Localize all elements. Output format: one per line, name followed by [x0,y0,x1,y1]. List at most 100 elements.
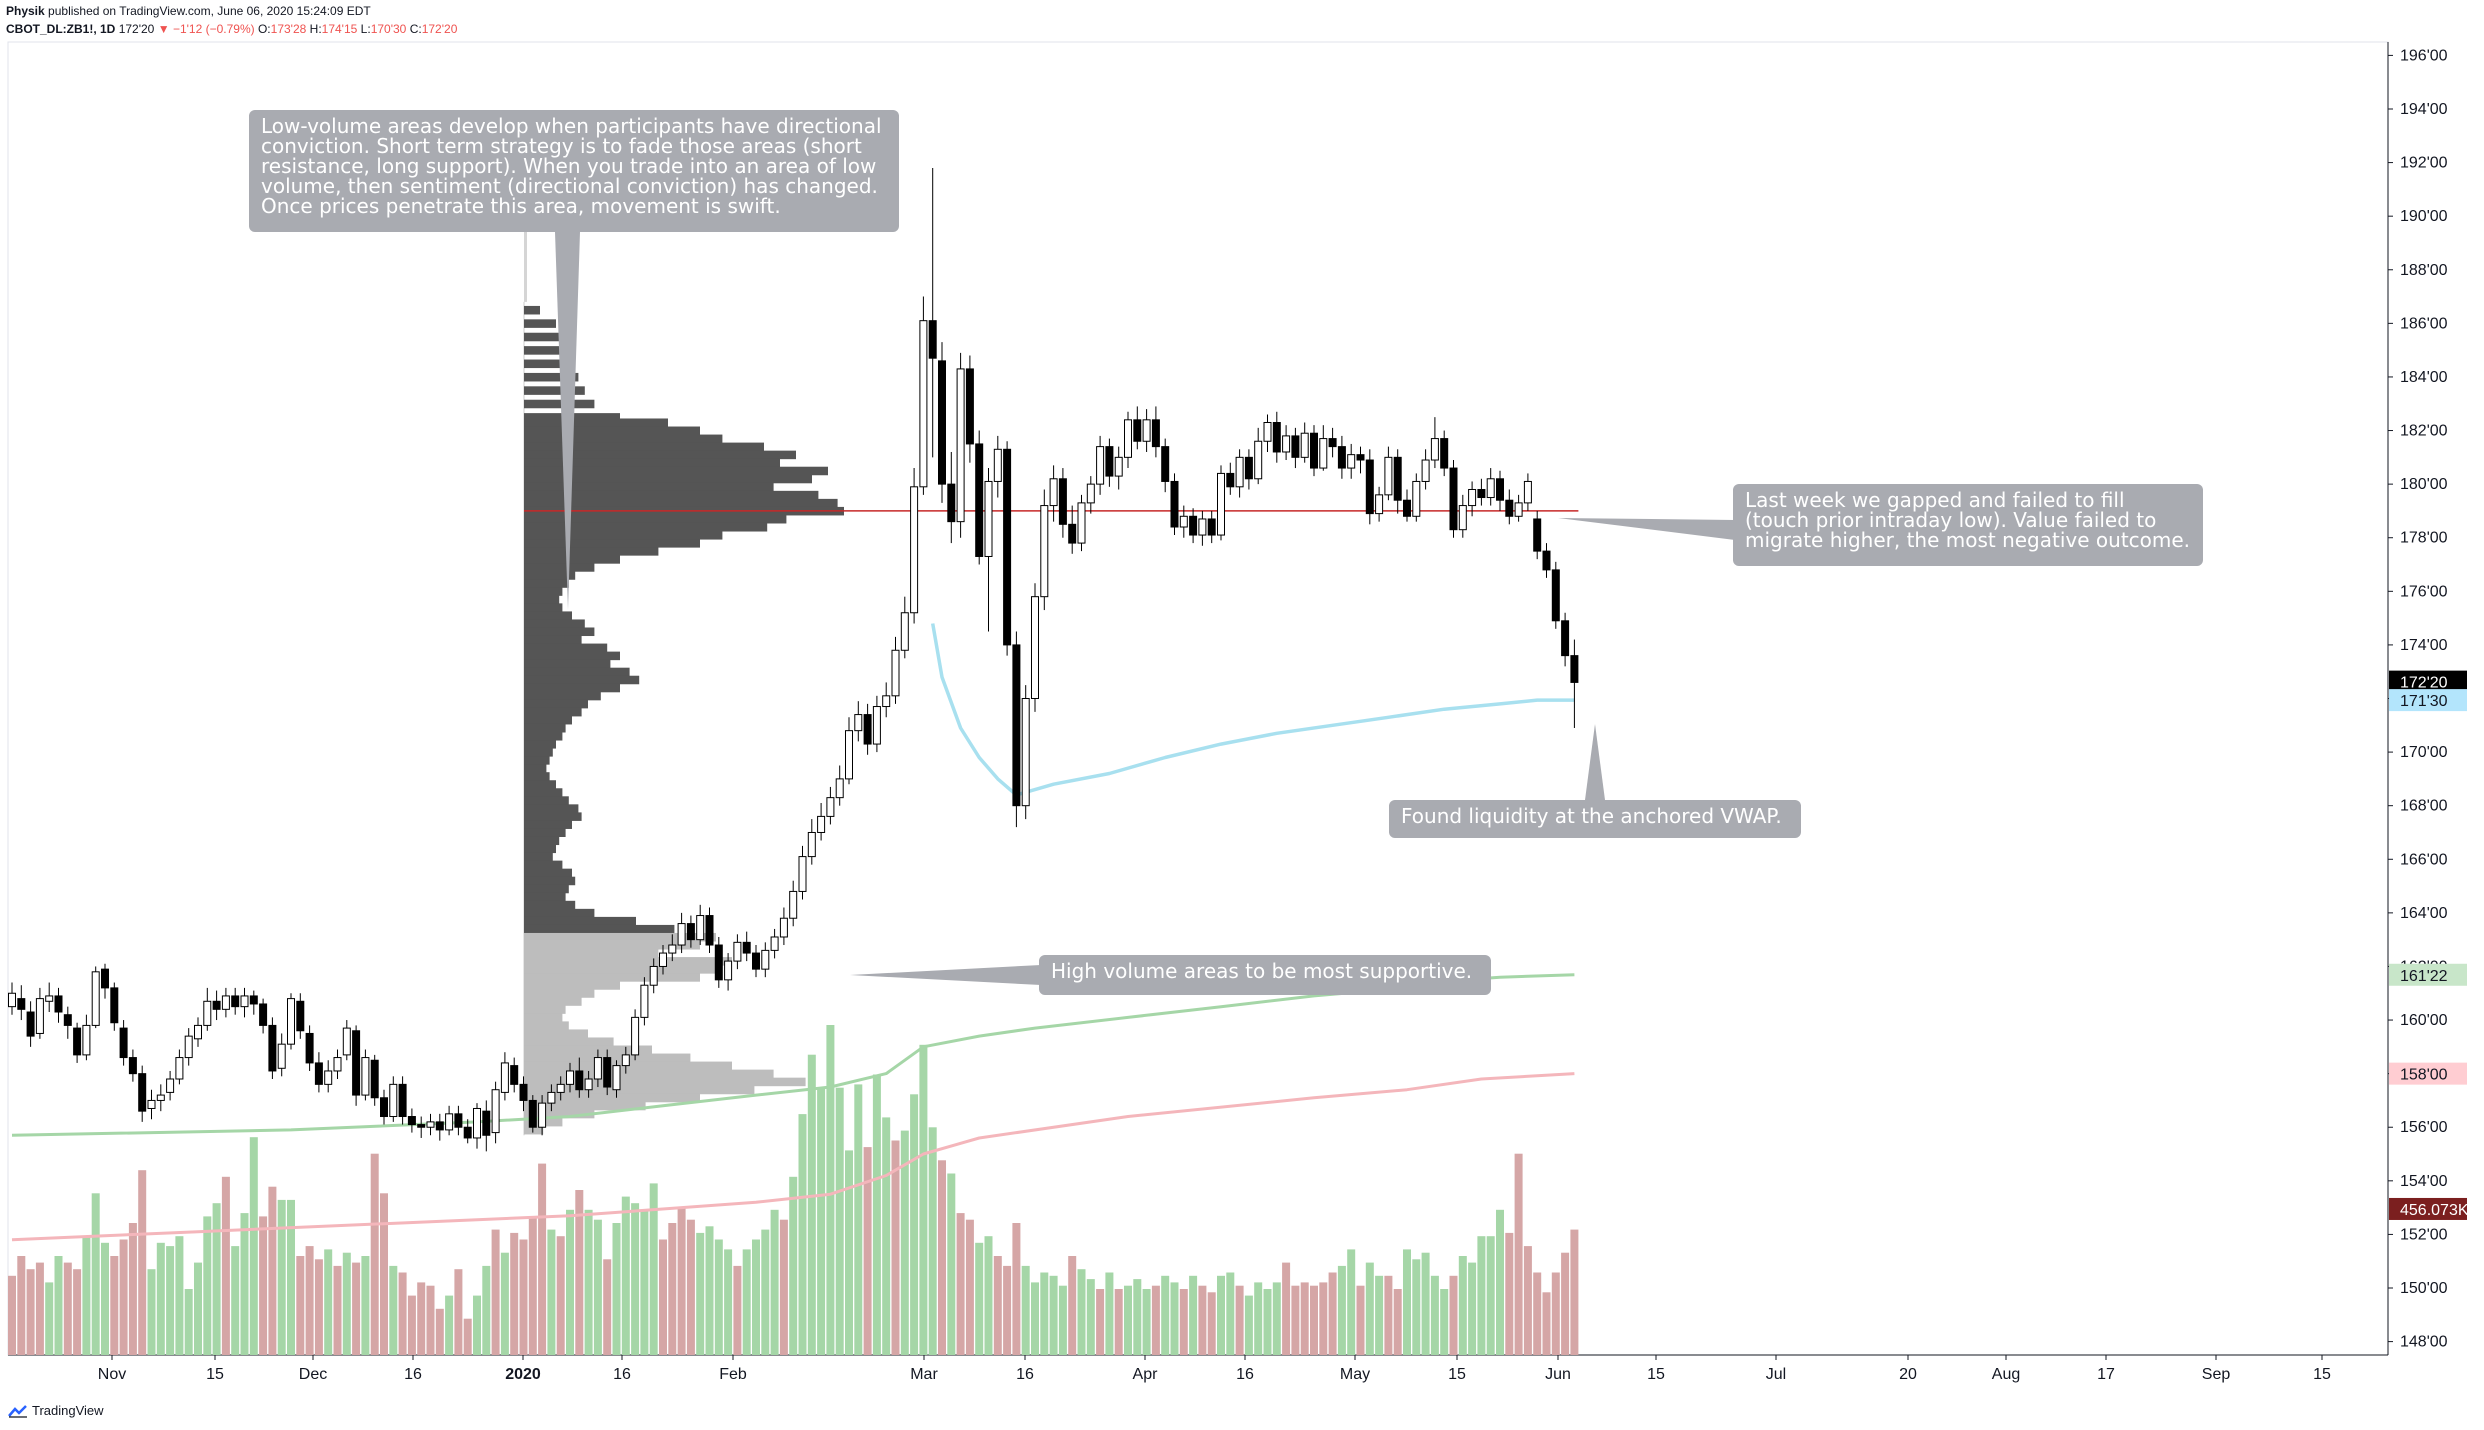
candle-body [919,320,928,488]
author-name[interactable]: Physik [6,4,45,18]
candle-body [1040,505,1049,598]
candle-body [1310,432,1318,469]
low-value: 170'30 [370,22,407,36]
candle-body [659,952,667,967]
candle-body [593,1057,602,1080]
high-volume-pointer [850,965,1041,985]
volume-bar [817,1087,826,1355]
candle-body [845,730,853,780]
low-volume-annotation[interactable]: Low-volume areas develop when participan… [249,110,899,232]
candle-body [287,998,295,1045]
candle-body [249,995,258,1005]
volume-profile-row [524,900,576,910]
volume-bar [445,1295,454,1355]
volume-bar [203,1216,212,1355]
volume-bar [835,1087,844,1355]
volume-bar [612,1223,621,1355]
candle-body [686,923,695,941]
volume-bar [1217,1275,1225,1355]
candle-body [789,890,798,919]
volume-bar [826,1025,835,1355]
candle-body [733,941,742,962]
volume-bar [361,1256,370,1355]
volume-bar [956,1213,965,1355]
volume-profile-row [524,571,576,580]
volume-bar [519,1239,528,1355]
volume-bar [668,1223,677,1355]
candle-body [398,1083,407,1118]
volume-profile-row [524,1037,614,1047]
volume-bar [473,1295,481,1355]
volume-bar [454,1269,463,1355]
volume-bar [138,1170,147,1355]
time-tick-label: 15 [206,1366,224,1383]
time-tick-label: 16 [1016,1366,1034,1383]
volume-bar [1114,1289,1123,1355]
candle-body [110,987,119,1024]
volume-bar [1551,1272,1560,1355]
volume-bar [584,1209,593,1355]
volume-bar [1337,1265,1346,1355]
candle-body [277,1043,286,1069]
volume-profile-row [524,399,595,409]
volume-profile-row [524,941,700,950]
high-volume-annotation[interactable]: High volume areas to be most supportive. [1039,955,1491,995]
time-tick-label: Aug [1992,1366,2020,1383]
volume-profile-row [524,683,620,693]
candle-body [882,695,891,708]
price-label: 172'20 [2400,675,2448,692]
volume-bar [1496,1209,1504,1355]
gap-annotation[interactable]: Last week we gapped and failed to fill (… [1733,484,2203,566]
vwap-pointer [1585,724,1605,800]
candle-body [1291,435,1300,458]
volume-profile-row [524,780,556,789]
price-label: 171'30 [2400,693,2448,710]
time-tick-label: 15 [1448,1366,1466,1383]
volume-bar [742,1249,751,1355]
volume-bar [1440,1289,1449,1355]
volume-profile-row [524,868,572,878]
volume-profile-row [524,611,572,620]
volume-profile-row [524,691,601,701]
price-label-bg [2389,1197,2467,1220]
volume-profile-row [524,820,572,829]
volume-profile-row [524,418,668,428]
time-tick-label: Dec [299,1366,327,1383]
volume-bar [752,1239,760,1355]
vwap-annotation[interactable]: Found liquidity at the anchored VWAP. [1389,800,1801,838]
candle-body [965,368,974,445]
time-tick-label: May [1340,1366,1370,1383]
candle-body [17,998,26,1010]
candle-body [1514,502,1523,517]
volume-bar [1393,1289,1402,1355]
volume-profile-row [524,949,659,958]
volume-profile-row [524,892,566,902]
candle-body [128,1057,137,1075]
candle-body [510,1065,519,1085]
tradingview-brand: TradingView [32,1403,104,1418]
volume-bar [1198,1285,1207,1355]
candle-body [1496,478,1504,501]
volume-bar [733,1265,742,1355]
volume-bar [1403,1249,1411,1355]
volume-bar [463,1318,472,1355]
candle-body [166,1078,175,1093]
candle-body [519,1083,528,1101]
volume-profile-row [524,587,563,596]
candle-body [389,1083,398,1118]
volume-bar [1124,1285,1132,1355]
volume-bar [1263,1289,1272,1355]
volume-profile-row [524,731,563,741]
tradingview-footer[interactable]: TradingView [8,1403,104,1418]
volume-bar [1356,1285,1365,1355]
price-tick-label: 182'00 [2400,423,2448,440]
volume-profile-row [524,788,563,797]
candle-body [175,1057,184,1080]
price-tick-label: 164'00 [2400,905,2448,922]
volume-bar [1458,1256,1467,1355]
candle-body [1505,499,1514,517]
volume-bar [147,1269,156,1355]
time-tick-label: 15 [2313,1366,2331,1383]
volume-profile-row [524,1125,544,1135]
